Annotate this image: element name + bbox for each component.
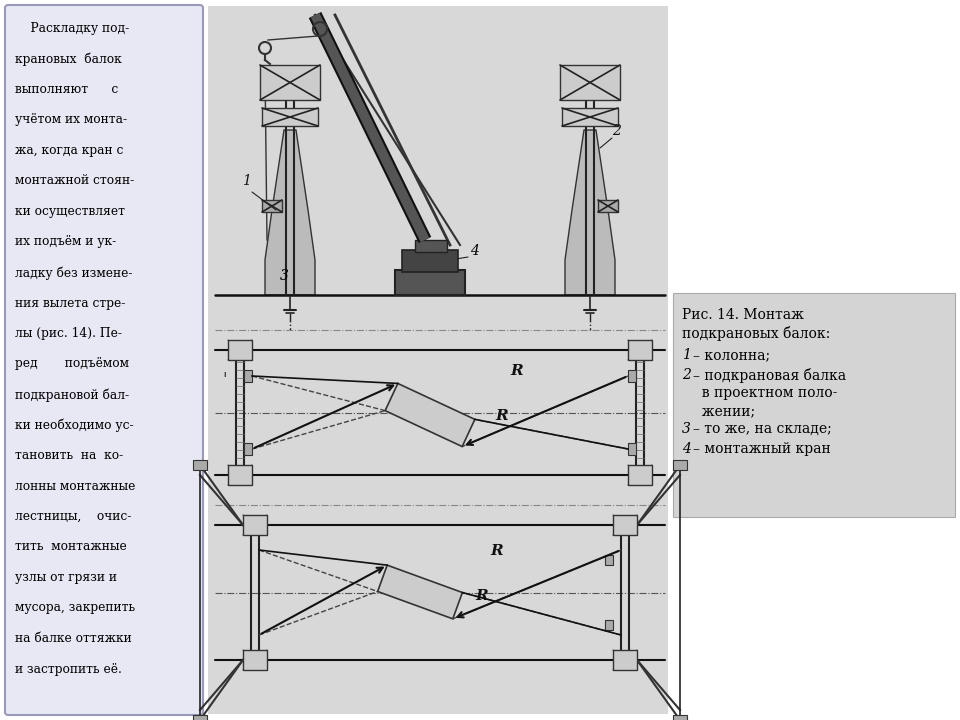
Text: ': ' — [222, 371, 227, 389]
Polygon shape — [565, 130, 615, 295]
Text: жа, когда кран с: жа, когда кран с — [15, 144, 124, 157]
Text: 4: 4 — [470, 244, 479, 258]
Bar — [262, 200, 282, 212]
Text: лы (рис. 14). Пе-: лы (рис. 14). Пе- — [15, 327, 122, 340]
Text: подкрановой бал-: подкрановой бал- — [15, 388, 130, 402]
Text: R: R — [490, 544, 503, 558]
Text: R: R — [475, 589, 488, 603]
Bar — [605, 620, 613, 630]
Text: Рис. 14. Монтаж: Рис. 14. Монтаж — [682, 308, 804, 322]
Text: 1: 1 — [242, 174, 251, 188]
Bar — [260, 65, 320, 100]
Bar — [562, 108, 618, 126]
Text: 4: 4 — [682, 442, 691, 456]
Text: крановых  балок: крановых балок — [15, 53, 122, 66]
Text: ладку без измене-: ладку без измене- — [15, 266, 132, 279]
FancyBboxPatch shape — [5, 5, 203, 715]
Text: тановить  на  ко-: тановить на ко- — [15, 449, 123, 462]
Bar — [613, 650, 637, 670]
Bar — [628, 340, 652, 360]
Text: лонны монтажные: лонны монтажные — [15, 480, 135, 492]
Bar — [605, 555, 613, 565]
Text: жении;: жении; — [693, 404, 756, 418]
Text: лестницы,    очис-: лестницы, очис- — [15, 510, 132, 523]
Bar — [208, 6, 668, 714]
Text: – подкрановая балка: – подкрановая балка — [693, 368, 846, 383]
Bar — [415, 240, 447, 252]
Bar — [193, 715, 207, 720]
Bar — [673, 460, 687, 470]
Text: 3: 3 — [682, 422, 691, 436]
Text: узлы от грязи и: узлы от грязи и — [15, 571, 117, 584]
Text: ния вылета стре-: ния вылета стре- — [15, 297, 126, 310]
Text: R: R — [510, 364, 522, 378]
Text: тить  монтажные: тить монтажные — [15, 541, 127, 554]
Bar — [402, 250, 458, 272]
Text: – монтажный кран: – монтажный кран — [693, 442, 830, 456]
Text: монтажной стоян-: монтажной стоян- — [15, 174, 134, 187]
Bar — [628, 370, 636, 382]
Text: ки необходимо ус-: ки необходимо ус- — [15, 418, 133, 432]
Text: учётом их монта-: учётом их монта- — [15, 114, 127, 127]
Polygon shape — [265, 130, 315, 295]
Bar — [395, 270, 465, 295]
Polygon shape — [385, 384, 475, 446]
Bar — [228, 465, 252, 485]
Bar — [244, 443, 252, 455]
Text: 1: 1 — [682, 348, 691, 362]
Text: ред       подъёмом: ред подъёмом — [15, 358, 129, 371]
Text: в проектном поло-: в проектном поло- — [693, 386, 837, 400]
Text: мусора, закрепить: мусора, закрепить — [15, 601, 135, 614]
Text: 3: 3 — [280, 269, 289, 283]
Text: их подъём и ук-: их подъём и ук- — [15, 235, 116, 248]
Text: 2: 2 — [682, 368, 691, 382]
Text: и застропить её.: и застропить её. — [15, 662, 122, 675]
Bar — [228, 340, 252, 360]
Bar — [628, 443, 636, 455]
Bar — [628, 465, 652, 485]
Bar — [598, 200, 618, 212]
Text: Раскладку под-: Раскладку под- — [15, 22, 130, 35]
Bar — [243, 650, 267, 670]
Text: подкрановых балок:: подкрановых балок: — [682, 326, 830, 341]
Text: 2: 2 — [612, 124, 621, 138]
Bar — [613, 515, 637, 535]
Text: ки осуществляет: ки осуществляет — [15, 205, 125, 218]
Text: на балке оттяжки: на балке оттяжки — [15, 632, 132, 645]
Bar — [560, 65, 620, 100]
Bar — [262, 108, 318, 126]
Bar — [243, 515, 267, 535]
Text: выполняют      с: выполняют с — [15, 83, 118, 96]
Bar — [673, 715, 687, 720]
Text: R: R — [495, 409, 508, 423]
Bar — [244, 370, 252, 382]
Polygon shape — [377, 565, 463, 618]
Text: – то же, на складе;: – то же, на складе; — [693, 422, 831, 436]
Bar — [193, 460, 207, 470]
Text: – колонна;: – колонна; — [693, 348, 770, 362]
FancyBboxPatch shape — [673, 293, 955, 517]
